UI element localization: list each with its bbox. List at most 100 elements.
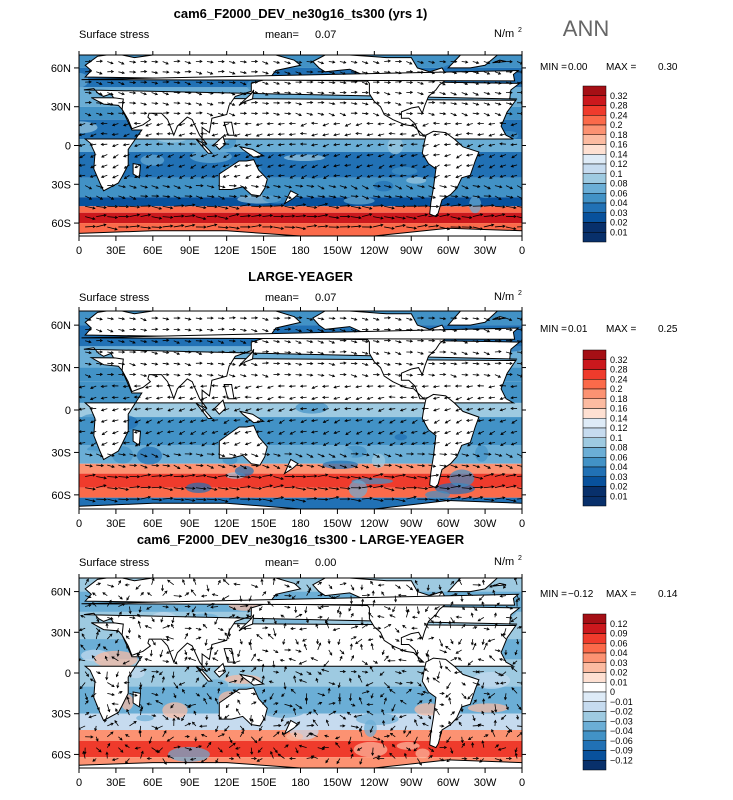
vector-shaft (90, 174, 97, 178)
vector-head (233, 144, 238, 147)
vector-head (256, 443, 260, 447)
vector-head (277, 143, 282, 147)
colorbar-cell (582, 652, 607, 663)
vector-head (431, 350, 436, 354)
vector-head (82, 750, 86, 755)
colorbar-cell (582, 222, 607, 233)
vector-head (465, 453, 470, 457)
vector-head (475, 102, 480, 106)
vector-shaft (240, 486, 251, 489)
vector-head (443, 60, 447, 64)
vector-head (510, 406, 514, 411)
vector-shaft (184, 328, 191, 331)
vector-shaft (333, 154, 340, 157)
coastline (283, 458, 299, 475)
vector-head (466, 397, 470, 401)
vector-head (178, 133, 182, 137)
vector-shaft (323, 164, 329, 169)
vector-head (332, 682, 336, 686)
vector-head (88, 715, 92, 719)
vector-head (187, 605, 191, 609)
vector-head (122, 407, 127, 411)
vector-shaft (406, 226, 417, 229)
vector-head (304, 697, 308, 701)
vector-head (203, 474, 207, 478)
vector-head (233, 582, 237, 586)
vector-shaft (313, 709, 319, 716)
vector-shaft (96, 92, 103, 95)
vector-shaft (124, 174, 130, 179)
vector-head (200, 759, 204, 763)
vector-head (343, 454, 347, 458)
vector-head (236, 624, 240, 628)
vector-shaft (151, 340, 158, 343)
vector-head (409, 101, 414, 105)
vector-head (424, 497, 429, 501)
vector-head (138, 729, 142, 733)
vector-head (199, 92, 203, 96)
vector-head (399, 154, 404, 158)
vector-shaft (336, 758, 341, 764)
vector-head (110, 351, 115, 355)
vector-shaft (450, 195, 458, 198)
vector-shaft (477, 396, 484, 399)
vector-head (265, 649, 269, 653)
vector-shaft (206, 71, 213, 75)
vector-head (298, 340, 302, 344)
vector-head (210, 350, 214, 354)
vector-shaft (79, 408, 86, 410)
coastline (238, 614, 255, 632)
vector-head (145, 154, 149, 158)
vector-head (299, 132, 304, 136)
vector-head (410, 452, 415, 456)
vector-shaft (472, 643, 477, 651)
vector-head (458, 721, 462, 725)
vector-head (480, 204, 484, 208)
vector-shaft (317, 642, 321, 651)
vector-head (510, 195, 514, 199)
vector-shaft (466, 430, 473, 434)
vector-shaft (85, 216, 95, 220)
vector-head (178, 420, 182, 423)
vector-head (177, 466, 181, 469)
vector-shaft (445, 419, 451, 424)
vector-shaft (256, 174, 263, 178)
vector-shaft (129, 317, 136, 320)
vector-head (222, 441, 226, 445)
vector-head (318, 671, 322, 675)
vector-head (394, 599, 398, 603)
vector-head (354, 90, 358, 94)
vector-shaft (289, 396, 296, 400)
vector-head (221, 101, 225, 105)
vector-shaft (224, 632, 230, 640)
vector-shaft (406, 195, 413, 200)
vector-head (225, 474, 229, 478)
vector-head (451, 580, 455, 584)
panel-subtitle: Surface stress (79, 292, 150, 304)
vector-head (421, 373, 425, 377)
vector-head (94, 728, 98, 732)
coastline (79, 499, 522, 509)
vector-head (208, 741, 212, 745)
vector-head (431, 60, 436, 64)
vector-shaft (373, 71, 380, 74)
vector-shaft (356, 143, 363, 147)
vector-head (89, 174, 93, 178)
vector-head (298, 352, 302, 355)
vector-head (225, 704, 229, 709)
vector-head (222, 174, 226, 178)
vector-head (325, 621, 329, 625)
vector-head (88, 70, 92, 74)
vector-shaft (151, 374, 158, 377)
vector-head (299, 316, 303, 320)
vector-head (111, 123, 116, 127)
vector-head (432, 441, 437, 445)
vector-shaft (256, 408, 263, 411)
vector-head (469, 215, 473, 220)
vector-head (365, 374, 369, 378)
vector-shaft (472, 92, 479, 96)
vector-head (221, 113, 225, 116)
vector-shaft (422, 723, 429, 727)
vector-head (488, 441, 492, 445)
vector-head (365, 196, 370, 200)
